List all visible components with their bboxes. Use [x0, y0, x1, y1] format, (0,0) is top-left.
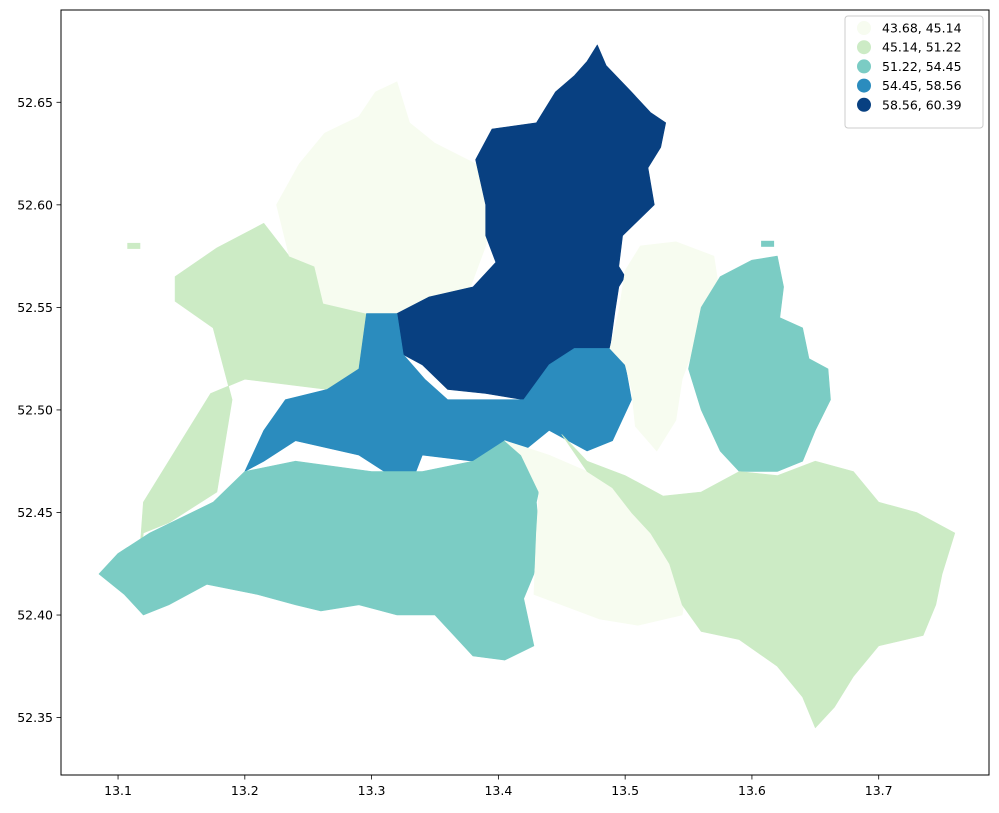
y-tick-label: 52.60: [17, 197, 53, 212]
island-2: [127, 242, 141, 249]
island-layer: [127, 240, 775, 249]
x-tick-label: 13.4: [484, 783, 512, 798]
region-6: [504, 440, 689, 626]
x-tick-label: 13.1: [104, 783, 132, 798]
legend-marker: [857, 40, 871, 55]
x-axis: 13.1 13.2 13.3 13.4 13.5 13.6 13.7: [104, 775, 893, 798]
region-5: [98, 440, 547, 661]
region-9: [561, 434, 956, 729]
y-tick-label: 52.40: [17, 608, 53, 623]
legend-label: 58.56, 60.39: [882, 97, 962, 112]
region-8: [688, 255, 831, 472]
x-tick-label: 13.2: [231, 783, 259, 798]
legend-marker: [857, 78, 871, 93]
region-layer: [98, 44, 956, 729]
legend-marker: [857, 21, 871, 35]
legend-label: 51.22, 54.45: [882, 59, 962, 74]
x-tick-label: 13.6: [738, 783, 766, 798]
x-tick-label: 13.3: [358, 783, 386, 798]
island-1: [761, 240, 775, 247]
legend-box: [844, 15, 984, 129]
y-axis: 52.35 52.40 52.45 52.50 52.55 52.60 52.65: [17, 95, 61, 725]
axes-frame: [60, 9, 990, 776]
legend-marker: [857, 59, 871, 74]
y-tick-label: 52.45: [17, 505, 53, 520]
legend-label: 43.68, 45.14: [882, 21, 962, 36]
legend-marker: [857, 97, 871, 112]
legend-label: 54.45, 58.56: [882, 78, 962, 93]
x-tick-label: 13.5: [611, 783, 639, 798]
legend: 43.68, 45.14 45.14, 51.22 51.22, 54.45 54.4…: [844, 15, 984, 129]
y-tick-label: 52.35: [17, 710, 53, 725]
x-tick-label: 13.7: [865, 783, 893, 798]
legend-label: 45.14, 51.22: [882, 40, 962, 55]
y-tick-label: 52.65: [17, 95, 53, 110]
y-tick-label: 52.55: [17, 300, 53, 315]
y-tick-label: 52.50: [17, 402, 53, 417]
